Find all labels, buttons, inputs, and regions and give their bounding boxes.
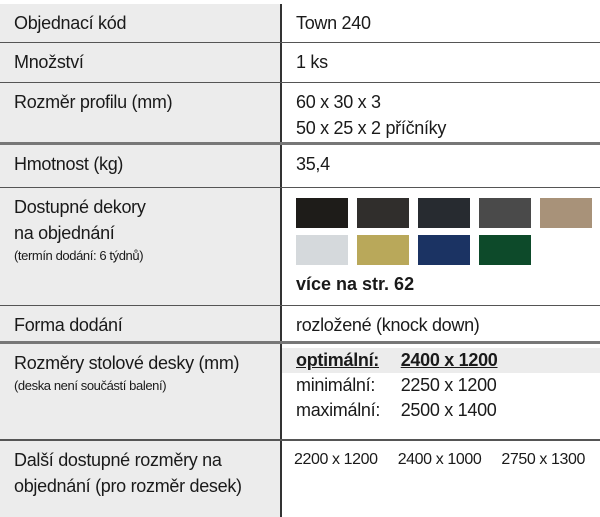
value: 60 x 30 x 3 50 x 25 x 2 příčníky — [282, 83, 600, 142]
max-label: maximální: — [296, 400, 381, 420]
label: Další dostupné rozměry na objednání (pro… — [0, 441, 282, 517]
label: Objednací kód — [0, 4, 282, 42]
profile-cross: 50 x 25 x 2 příčníky — [296, 118, 447, 138]
decor-swatch — [296, 198, 348, 228]
profile-main: 60 x 30 x 3 — [296, 92, 381, 112]
optimal-value: 2400 x 1200 — [400, 350, 498, 370]
label-line1: Další dostupné rozměry na — [14, 450, 222, 470]
size: 2750 x 1300 — [501, 451, 586, 468]
value: optimální: 2400 x 1200 minimální: 2250 x… — [282, 344, 600, 439]
minimal: minimální: 2250 x 1200 — [296, 373, 600, 398]
label: Rozměr profilu (mm) — [0, 83, 282, 142]
decor-swatch — [540, 198, 592, 228]
max-value: 2500 x 1400 — [400, 400, 497, 420]
label: Dostupné dekory na objednání (termín dod… — [0, 188, 282, 305]
decor-swatch — [357, 235, 409, 265]
row-delivery-form: Forma dodání rozložené (knock down) — [0, 306, 600, 344]
row-weight: Hmotnost (kg) 35,4 — [0, 145, 600, 188]
delivery-note: (termín dodání: 6 týdnů) — [14, 248, 144, 263]
optimal: optimální: 2400 x 1200 — [282, 348, 600, 373]
min-value: 2250 x 1200 — [400, 375, 497, 395]
label-main: Rozměry stolové desky (mm) — [14, 353, 240, 373]
more-link: více na str. 62 — [296, 274, 415, 294]
size: 2400 x 1000 — [397, 451, 482, 468]
value: rozložené (knock down) — [296, 315, 480, 335]
row-top-dimensions: Rozměry stolové desky (mm) (deska není s… — [0, 344, 600, 441]
decor-swatch — [357, 198, 409, 228]
row-profile: Rozměr profilu (mm) 60 x 30 x 3 50 x 25 … — [0, 83, 600, 145]
value: 1 ks — [296, 52, 328, 72]
label-line2: objednání (pro rozměr desek) — [14, 476, 242, 496]
label-note: (deska není součástí balení) — [14, 378, 167, 393]
size: 2200 x 1200 — [294, 451, 378, 468]
label-line2: na objednání — [14, 223, 115, 243]
label: Rozměry stolové desky (mm) (deska není s… — [0, 344, 282, 439]
sizes: 2200 x 1200 2400 x 1000 2750 x 1300 — [282, 441, 600, 517]
label: Množství — [0, 43, 282, 82]
maximal: maximální: 2500 x 1400 — [296, 398, 600, 423]
label-line1: Dostupné dekory — [14, 197, 146, 217]
label: Forma dodání — [0, 306, 282, 341]
value: Town 240 — [296, 13, 371, 33]
row-decors: Dostupné dekory na objednání (termín dod… — [0, 188, 600, 306]
decor-swatch — [479, 235, 531, 265]
decor-swatch — [418, 235, 470, 265]
value: 35,4 — [296, 154, 330, 174]
row-quantity: Množství 1 ks — [0, 43, 600, 83]
decor-swatch — [296, 235, 348, 265]
decor-swatch — [418, 198, 470, 228]
decor-swatches — [282, 188, 600, 305]
optimal-label: optimální: — [296, 350, 379, 370]
min-label: minimální: — [296, 375, 376, 395]
row-order-code: Objednací kód Town 240 — [0, 4, 600, 43]
row-other-sizes: Další dostupné rozměry na objednání (pro… — [0, 441, 600, 517]
label: Hmotnost (kg) — [0, 145, 282, 187]
decor-swatch — [479, 198, 531, 228]
